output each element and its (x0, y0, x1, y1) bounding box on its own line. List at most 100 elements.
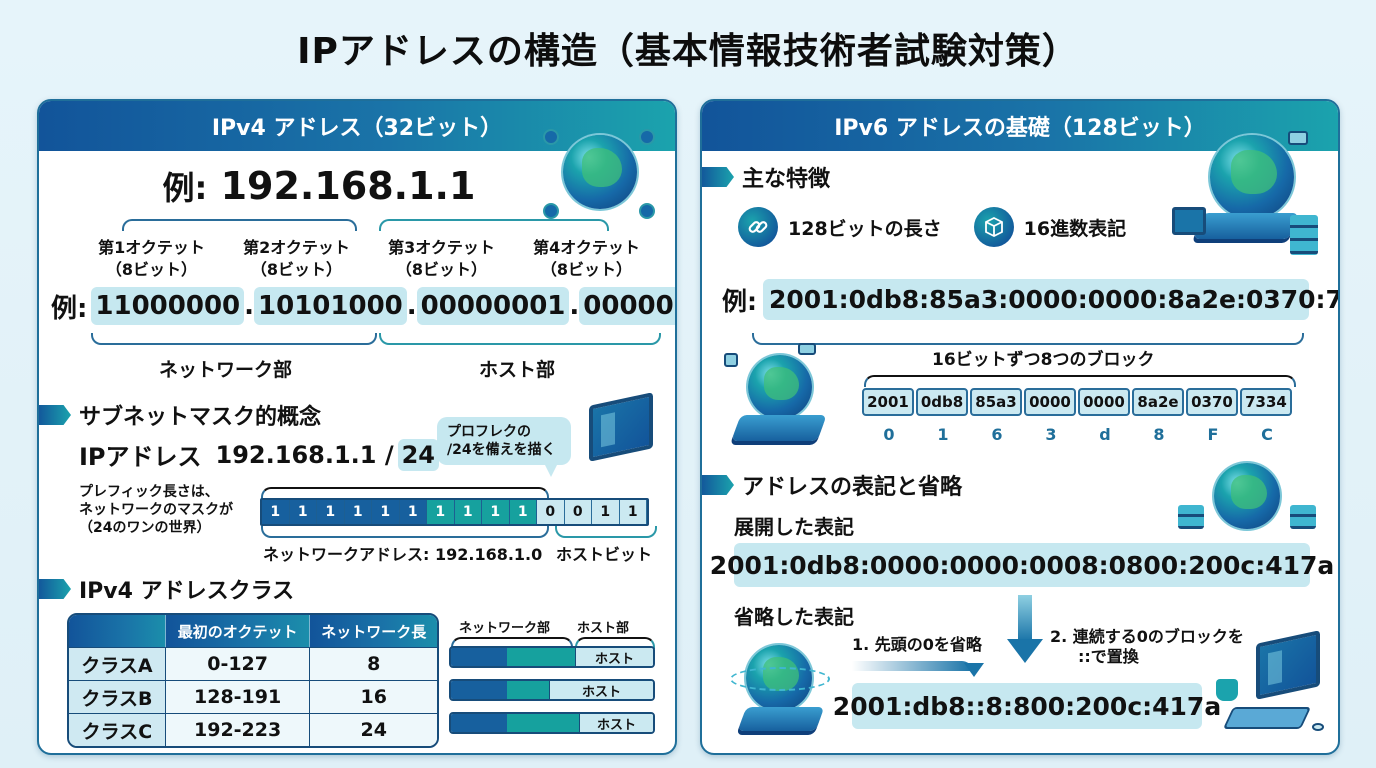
desktop-computer-icon (1216, 630, 1336, 747)
link-icon (738, 207, 778, 247)
subnet-bit-bar: 1 1 1 1 1 1 1 1 1 1 0 0 1 1 (260, 498, 649, 526)
block-index: 8 (1153, 425, 1165, 444)
features-heading: 主な特徴 (702, 161, 830, 193)
notation-heading: アドレスの表記と省略 (702, 469, 962, 501)
block-index: 1 (937, 425, 949, 444)
curved-arrow-icon (852, 661, 972, 671)
ipv4-example: 例: 192.168.1.1 (39, 163, 599, 209)
blocks-bracket (864, 375, 1296, 387)
computer-monitor-icon (589, 392, 653, 462)
octet-label: 第2オクテット （8ビット） (243, 238, 350, 279)
bit-cell: 1 (592, 500, 620, 524)
ip-value: 192.168.1.1 / (215, 440, 394, 469)
block-index: 0 (883, 425, 895, 444)
prefix-bracket (261, 487, 549, 499)
server-globe-icon (1172, 131, 1322, 261)
host-bits-label: ホストビット (556, 545, 653, 564)
feature-label: 128ビットの長さ (788, 217, 942, 240)
bit-cell: 1 (482, 500, 510, 524)
binary-octet: 11000000 (91, 287, 245, 325)
hex-block: 0370 (1186, 388, 1238, 416)
bar-network-label: ネットワーク部 (459, 621, 551, 636)
table-row: クラスA 0-127 8 (69, 647, 437, 680)
table-row: クラスC 192-223 24 (69, 713, 437, 746)
section-marker-icon (39, 579, 71, 599)
bit-cell: 1 (427, 500, 455, 524)
hex-block: 85a3 (970, 388, 1022, 416)
prefix-note: プレフィック長さは、 ネットワークのマスクが （24のワンの世界） (79, 484, 233, 536)
bit-cell: 1 (289, 500, 317, 524)
block-index: 3 (1045, 425, 1057, 444)
page-title: IPアドレスの構造（基本情報技術者試験対策） (297, 31, 1079, 72)
host-bits-bracket (555, 526, 657, 538)
hex-block: 7334 (1240, 388, 1292, 416)
octet-label: 第1オクテット （8ビット） (98, 238, 205, 279)
octet-label: 第4オクテット （8ビット） (533, 238, 640, 279)
curved-arrow-head-icon (964, 663, 984, 677)
ipv6-block-indices: 0 1 6 3 d 8 F C (862, 425, 1294, 444)
arrow-down-icon (1007, 595, 1043, 663)
column-network-length: ネットワーク長 (310, 615, 437, 647)
table-header-row: 最初のオクテット ネットワーク長 (69, 615, 437, 647)
hex-block: 2001 (862, 388, 914, 416)
example-address: 2001:0db8:85a3:0000:0000:8a2e:0370:7334 (763, 279, 1338, 320)
globe-platform-icon (722, 339, 832, 459)
octet-bracket-left (122, 219, 357, 231)
blocks-caption: 16ビットずつ8つのブロック (932, 350, 1155, 370)
binary-label: 例: (51, 293, 88, 324)
binary-octet: 10101000 (254, 287, 407, 325)
bit-cell: 1 (454, 500, 482, 524)
hex-cube-icon (973, 207, 1014, 247)
bit-cell: 1 (262, 500, 290, 524)
feature-list: 128ビットの長さ 16進数表記 (738, 207, 1126, 247)
example-label: 例: (162, 169, 208, 207)
ipv4-binary: 例: 11000000. 10101000. 00000001. 0000000… (51, 287, 675, 325)
abbrev-label: 省略した表記 (734, 605, 854, 629)
globe-orbit-icon (726, 641, 836, 741)
expanded-label: 展開した表記 (734, 515, 854, 539)
block-index: d (1099, 425, 1111, 444)
column-first-octet: 最初のオクテット (165, 615, 311, 647)
bit-cell: 0 (537, 500, 565, 524)
prefix-bubble: プロフレクの /24を備えを描く (437, 417, 571, 477)
bit-cell: 1 (317, 500, 345, 524)
host-part-label: ホスト部 (479, 359, 556, 381)
class-c-bar: ホスト (449, 712, 655, 734)
section-marker-icon (702, 167, 734, 187)
hex-block: 8a2e (1132, 388, 1184, 416)
ipv6-header: IPv6 アドレスの基礎（128ビット） (702, 101, 1338, 151)
table-row: クラスB 128-191 16 (69, 680, 437, 713)
section-marker-icon (39, 405, 71, 425)
hex-block: 0000 (1078, 388, 1130, 416)
address-class-table: 最初のオクテット ネットワーク長 クラスA 0-127 8 クラスB 128-1… (67, 613, 439, 748)
block-index: 6 (991, 425, 1003, 444)
class-a-bar: ホスト (449, 646, 655, 668)
host-bracket (379, 333, 661, 345)
cidr-line: IPアドレス 192.168.1.1 / 24 (79, 437, 440, 472)
network-part-label: ネットワーク部 (159, 359, 293, 381)
octet-labels: 第1オクテット （8ビット） 第2オクテット （8ビット） 第3オクテット （8ビット… (79, 237, 659, 281)
hex-block: 0db8 (916, 388, 968, 416)
block-index: F (1207, 425, 1219, 444)
ipv6-panel: IPv6 アドレスの基礎（128ビット） 主な特徴 128ビットの長さ 16進数… (700, 99, 1340, 755)
feature-label: 16進数表記 (1023, 217, 1127, 240)
bit-cell: 0 (564, 500, 592, 524)
hex-block: 0000 (1024, 388, 1076, 416)
prefix-length: 24 (397, 438, 440, 471)
bar-host-bracket (575, 637, 655, 649)
network-globe-icon (539, 123, 659, 233)
ipv6-block-row: 2001 0db8 85a3 0000 0000 8a2e 0370 7334 (862, 388, 1294, 416)
example-ip: 192.168.1.1 (220, 164, 476, 208)
subnet-heading: サブネットマスク的概念 (39, 399, 321, 431)
block-index: C (1261, 425, 1273, 444)
example-bracket (752, 333, 1304, 345)
bit-cell: 1 (344, 500, 372, 524)
binary-octet: 00000001 (579, 287, 675, 325)
globe-servers-icon (1172, 461, 1322, 541)
example-label: 例: (722, 286, 757, 316)
ip-label: IPアドレス (79, 443, 202, 471)
binary-octet: 00000001 (416, 287, 570, 325)
ipv6-example: 例: 2001:0db8:85a3:0000:0000:8a2e:0370:73… (722, 279, 1338, 320)
network-bracket (91, 333, 377, 345)
ipv4-header: IPv4 アドレス（32ビット） (39, 101, 675, 151)
